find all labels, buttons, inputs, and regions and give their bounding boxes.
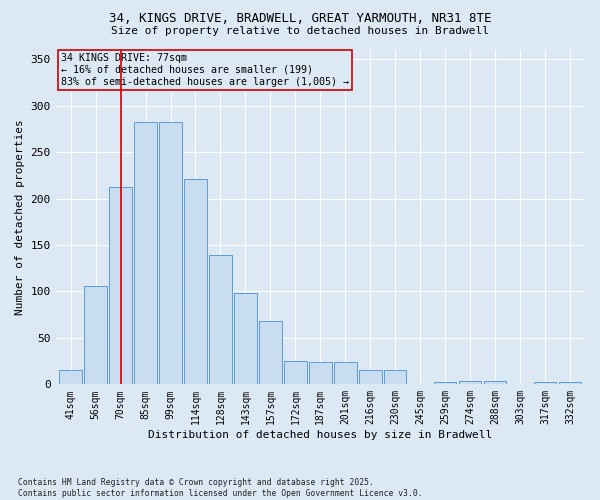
Bar (59, 370, 82, 384)
Bar (559, 382, 581, 384)
Bar (284, 361, 307, 384)
Bar (334, 362, 356, 384)
Bar (184, 179, 207, 384)
Bar (359, 370, 382, 384)
Bar (85, 286, 107, 384)
Bar (159, 122, 182, 384)
Bar (209, 255, 232, 384)
Bar (259, 321, 281, 384)
Bar (234, 294, 257, 384)
Bar (434, 382, 457, 384)
Bar (309, 362, 332, 384)
Bar (134, 122, 157, 384)
Text: 34 KINGS DRIVE: 77sqm
← 16% of detached houses are smaller (199)
83% of semi-det: 34 KINGS DRIVE: 77sqm ← 16% of detached … (61, 54, 349, 86)
X-axis label: Distribution of detached houses by size in Bradwell: Distribution of detached houses by size … (148, 430, 493, 440)
Text: Size of property relative to detached houses in Bradwell: Size of property relative to detached ho… (111, 26, 489, 36)
Bar (384, 370, 406, 384)
Bar (109, 186, 132, 384)
Text: Contains HM Land Registry data © Crown copyright and database right 2025.
Contai: Contains HM Land Registry data © Crown c… (18, 478, 422, 498)
Bar (484, 380, 506, 384)
Bar (459, 380, 481, 384)
Text: 34, KINGS DRIVE, BRADWELL, GREAT YARMOUTH, NR31 8TE: 34, KINGS DRIVE, BRADWELL, GREAT YARMOUT… (109, 12, 491, 26)
Bar (534, 382, 556, 384)
Y-axis label: Number of detached properties: Number of detached properties (15, 120, 25, 315)
